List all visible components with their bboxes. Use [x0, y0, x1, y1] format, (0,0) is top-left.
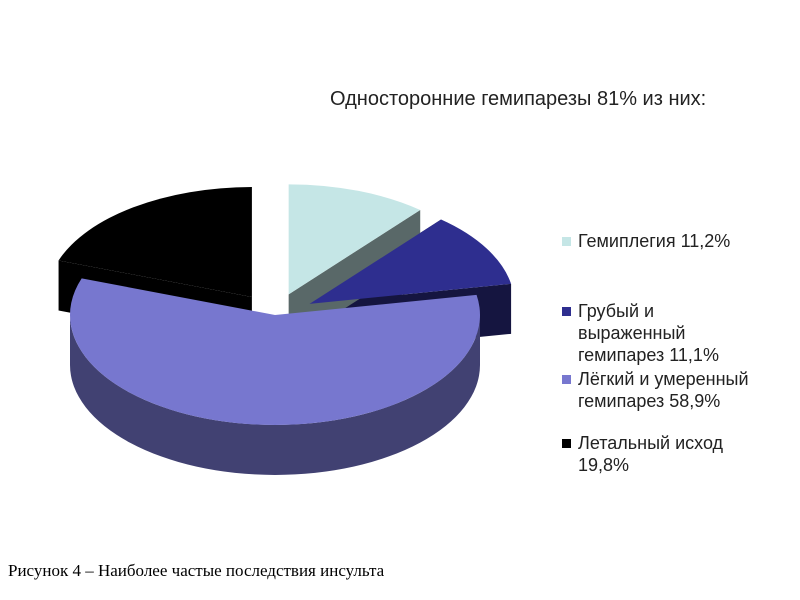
legend-label-hemiplegia: Гемиплегия 11,2%: [578, 231, 731, 251]
legend-item-lethal: Летальный исход 19,8%: [562, 432, 778, 476]
legend-swatch-mild: [562, 375, 571, 384]
slice-top-lethal: [58, 187, 252, 298]
legend-label-severe: Грубый и выраженный гемипарез 11,1%: [578, 301, 719, 365]
pie-chart: [58, 184, 512, 475]
legend-item-mild: Лёгкий и умеренный гемипарез 58,9%: [562, 368, 798, 412]
legend-label-mild: Лёгкий и умеренный гемипарез 58,9%: [578, 369, 749, 411]
slice-top-hemiplegia: [288, 184, 421, 295]
legend-label-lethal: Летальный исход 19,8%: [578, 433, 724, 475]
figure-caption: Рисунок 4 – Наиболее частые последствия …: [8, 561, 385, 580]
chart-title: Односторонние гемипарезы 81% из них:: [330, 88, 707, 110]
slice-top-mild: [70, 278, 481, 425]
legend-swatch-lethal: [562, 439, 571, 448]
legend-item-severe: Грубый и выраженный гемипарез 11,1%: [562, 300, 728, 366]
slice-top-severe: [309, 219, 512, 304]
legend-item-hemiplegia: Гемиплегия 11,2%: [562, 230, 798, 252]
legend-swatch-hemiplegia: [562, 237, 571, 246]
slice-side-mild: [70, 315, 480, 475]
legend-swatch-severe: [562, 307, 571, 316]
